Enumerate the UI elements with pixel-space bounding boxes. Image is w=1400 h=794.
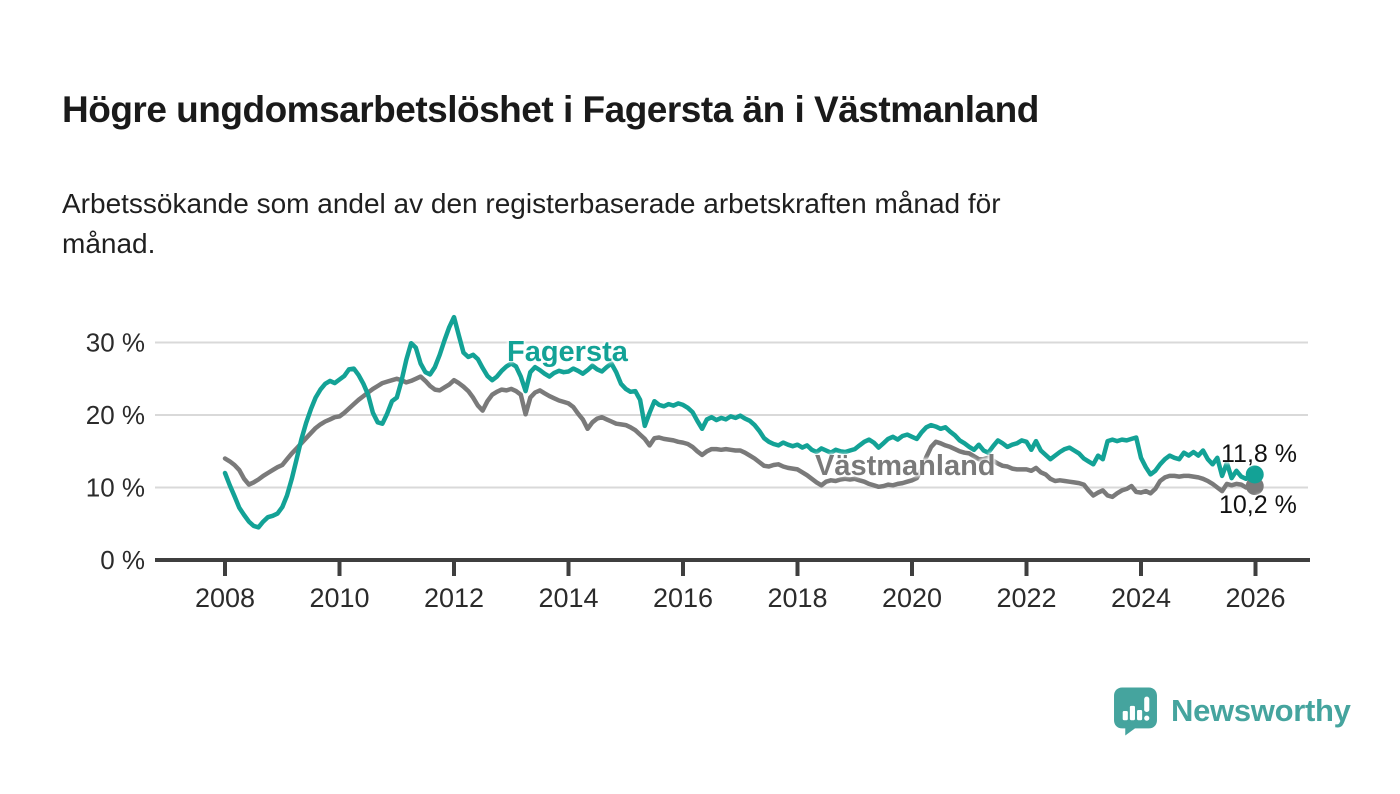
end-value-label-fagersta: 11,8 % [1221,440,1297,468]
end-value-label-vastmanland: 10,2 % [1219,491,1297,519]
series-label-fagersta: Fagersta [507,336,628,368]
series-line-västmanland [222,374,1253,500]
y-tick-label: 30 % [86,328,145,358]
x-tick-label: 2008 [195,583,255,613]
x-tick-label: 2022 [996,583,1056,613]
y-tick-label: 20 % [86,400,145,430]
newsworthy-wordmark: Newsworthy [1171,693,1351,728]
x-tick-label: 2018 [767,583,827,613]
x-tick-label: 2014 [538,583,598,613]
newsworthy-logo: Newsworthy [1113,686,1351,736]
x-tick-label: 2010 [309,583,369,613]
x-tick-label: 2026 [1225,583,1285,613]
x-tick-label: 2012 [424,583,484,613]
y-tick-label: 10 % [86,473,145,503]
page-title: Högre ungdomsarbetslöshet i Fagersta än … [62,88,1039,130]
chart-subtitle: Arbetssökande som andel av den registerb… [62,188,1001,260]
series-label-vastmanland: Västmanland [815,450,996,482]
x-tick-label: 2016 [653,583,713,613]
x-tick-label: 2024 [1111,583,1171,613]
newsworthy-bubble-chart-icon [1114,687,1157,736]
end-dot-fagersta [1245,465,1264,484]
series-line-fagersta [222,314,1253,530]
y-tick-label: 0 % [100,545,145,575]
x-tick-label: 2020 [882,583,942,613]
